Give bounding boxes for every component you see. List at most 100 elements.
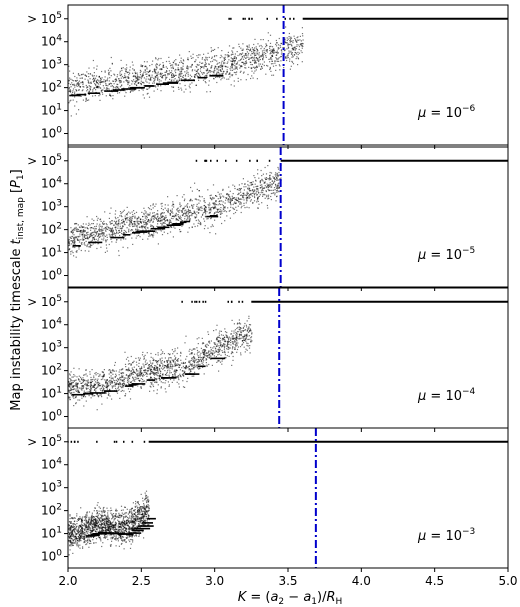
data-point xyxy=(250,54,252,56)
data-point xyxy=(177,67,179,69)
data-point xyxy=(163,231,165,233)
data-point xyxy=(180,224,182,226)
data-point xyxy=(234,53,236,55)
data-point xyxy=(132,213,134,216)
data-point xyxy=(164,207,166,209)
data-point xyxy=(74,241,76,243)
data-point xyxy=(253,51,255,53)
data-point xyxy=(282,47,284,49)
data-point xyxy=(150,377,152,380)
data-point xyxy=(189,218,191,220)
data-point xyxy=(75,89,77,91)
data-point xyxy=(228,348,230,350)
data-point xyxy=(212,225,214,227)
data-point xyxy=(211,71,213,73)
data-point xyxy=(266,185,268,188)
data-point xyxy=(235,63,237,65)
data-point xyxy=(208,207,210,209)
data-point xyxy=(301,42,303,45)
data-point xyxy=(223,348,225,350)
data-point xyxy=(89,82,91,84)
data-point xyxy=(186,366,188,368)
data-point xyxy=(252,60,254,62)
data-point xyxy=(130,355,132,358)
data-point xyxy=(136,375,138,377)
y-tick-label: > 105 xyxy=(27,294,62,309)
data-point xyxy=(289,60,291,62)
data-point xyxy=(206,346,208,348)
data-point xyxy=(174,374,176,376)
data-point xyxy=(122,218,124,221)
data-point xyxy=(98,396,100,398)
data-point xyxy=(118,78,120,80)
data-point xyxy=(123,380,125,382)
data-point xyxy=(159,358,161,360)
data-point xyxy=(241,198,243,200)
data-point xyxy=(116,80,118,82)
data-point xyxy=(204,211,206,213)
data-point xyxy=(197,367,199,369)
data-point xyxy=(111,231,113,233)
data-point xyxy=(224,350,226,352)
data-point xyxy=(105,244,107,246)
data-point xyxy=(220,54,222,56)
data-point xyxy=(91,227,93,229)
data-point xyxy=(94,372,96,375)
data-point xyxy=(76,236,78,238)
data-point xyxy=(82,380,84,382)
data-point xyxy=(105,223,107,225)
data-point xyxy=(217,210,219,212)
data-point xyxy=(100,525,102,527)
data-point xyxy=(150,219,152,221)
data-point xyxy=(181,210,183,212)
data-point xyxy=(256,190,258,192)
data-point xyxy=(78,525,80,527)
data-point xyxy=(254,70,256,72)
data-point xyxy=(158,57,160,60)
data-point xyxy=(106,79,108,81)
data-point xyxy=(121,68,123,70)
data-point xyxy=(171,79,173,81)
data-point xyxy=(171,208,173,210)
data-point xyxy=(111,229,113,231)
data-point xyxy=(201,57,204,59)
data-point xyxy=(220,346,223,348)
data-point xyxy=(202,356,204,358)
data-point xyxy=(136,226,138,228)
data-point xyxy=(229,76,231,78)
data-point xyxy=(243,197,245,199)
data-point xyxy=(131,229,134,231)
data-point xyxy=(209,71,211,73)
data-point xyxy=(247,73,249,76)
data-point xyxy=(83,396,85,398)
data-point xyxy=(70,378,72,380)
data-point xyxy=(176,209,178,211)
data-point xyxy=(176,214,178,216)
data-point xyxy=(177,377,180,379)
data-point xyxy=(136,364,138,366)
data-point xyxy=(77,83,79,85)
data-point xyxy=(264,194,266,196)
data-point xyxy=(214,203,217,205)
data-point xyxy=(107,384,109,386)
data-point xyxy=(70,389,72,391)
data-point xyxy=(163,222,165,224)
data-point xyxy=(153,234,155,236)
data-point xyxy=(186,218,188,221)
data-point xyxy=(170,366,172,368)
data-point xyxy=(194,182,196,184)
data-point xyxy=(68,240,70,242)
data-point xyxy=(265,173,268,175)
data-point xyxy=(134,76,137,78)
data-point xyxy=(214,347,216,349)
data-point xyxy=(144,71,146,73)
data-point xyxy=(76,79,78,81)
data-point xyxy=(275,60,277,62)
data-point xyxy=(227,340,229,342)
data-point xyxy=(188,209,190,212)
data-point xyxy=(170,361,172,363)
data-point xyxy=(238,192,240,194)
data-point xyxy=(146,362,148,364)
data-point xyxy=(220,193,222,195)
data-point xyxy=(217,191,219,193)
